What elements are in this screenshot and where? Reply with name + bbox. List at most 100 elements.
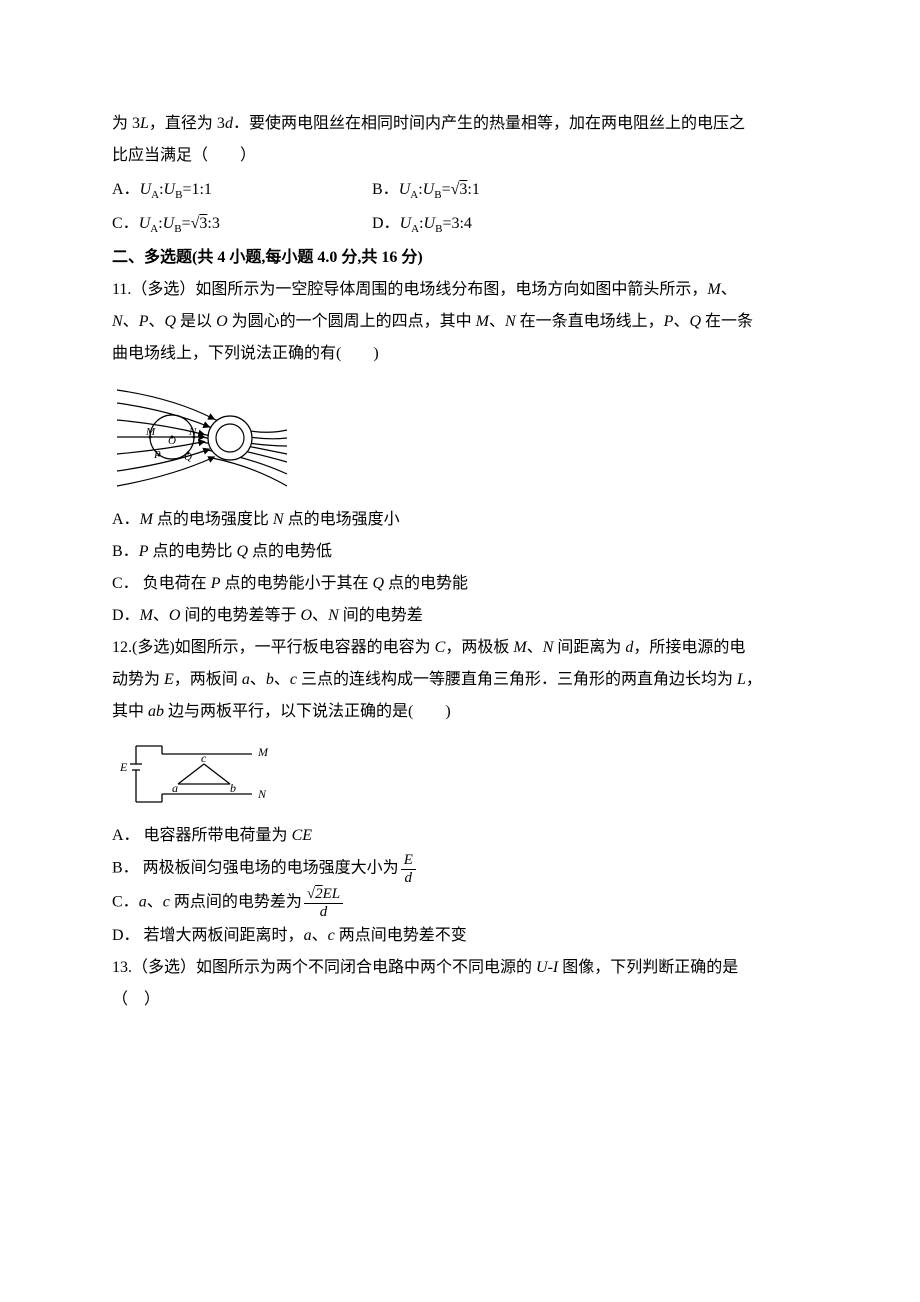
label: B． bbox=[372, 181, 399, 198]
text: 12.(多选)如图所示，一平行板电容器的电容为 bbox=[112, 639, 435, 656]
var-UI: U-I bbox=[536, 959, 558, 976]
sep: 、 bbox=[148, 313, 164, 330]
numerator: E bbox=[401, 852, 416, 870]
var-a: a bbox=[242, 671, 250, 688]
q12-line2: 动势为 E，两板间 a、b、c 三点的连线构成一等腰直角三角形．三角形的两直角边… bbox=[112, 664, 808, 696]
q13-line2: （ ） bbox=[112, 984, 808, 1016]
label-a: a bbox=[172, 781, 178, 795]
var-P: P bbox=[211, 575, 221, 592]
label: D． bbox=[372, 215, 400, 232]
var-O: O bbox=[300, 607, 312, 624]
var-U: U bbox=[399, 181, 411, 198]
text: 在一条 bbox=[701, 313, 753, 330]
q10-choices-row1: A．UA:UB=1:1 B．UA:UB=√3:1 bbox=[112, 174, 808, 206]
q11-figure: M N O P Q bbox=[112, 378, 808, 496]
q11-line1: 11.（多选）如图所示为一空腔导体周围的电场线分布图，电场方向如图中箭头所示，M… bbox=[112, 274, 808, 306]
fraction: Ed bbox=[401, 852, 416, 886]
var-c: c bbox=[163, 894, 170, 911]
text: 点的电场强度小 bbox=[284, 511, 400, 528]
text: ，所接电源的电 bbox=[633, 639, 745, 656]
var-P: P bbox=[139, 313, 149, 330]
label: B． 两极板间匀强电场的电场强度大小为 bbox=[112, 860, 399, 877]
text: 13.（多选）如图所示为两个不同闭合电路中两个不同电源的 bbox=[112, 959, 536, 976]
var-L: L bbox=[140, 115, 149, 132]
q11-optD: D．M、O 间的电势差等于 O、N 间的电势差 bbox=[112, 600, 808, 632]
sep: 、 bbox=[527, 639, 543, 656]
var-U: U bbox=[424, 215, 436, 232]
text: 为 3 bbox=[112, 115, 140, 132]
label-b: b bbox=[230, 781, 236, 795]
eq: :1 bbox=[467, 181, 479, 198]
q11-optB: B．P 点的电势比 Q 点的电势低 bbox=[112, 536, 808, 568]
sep: 、 bbox=[147, 894, 163, 911]
text: 间的电势差 bbox=[339, 607, 423, 624]
var-M: M bbox=[140, 511, 153, 528]
text: 点的电势能小于其在 bbox=[220, 575, 372, 592]
label: B． bbox=[112, 543, 139, 560]
sep: 、 bbox=[489, 313, 505, 330]
sub-B: B bbox=[434, 189, 441, 201]
q12-optC: C．a、c 两点间的电势差为√2ELd bbox=[112, 886, 808, 920]
sep: 、 bbox=[673, 313, 689, 330]
eq: = bbox=[442, 181, 451, 198]
var-N: N bbox=[505, 313, 516, 330]
text: 间的电势差等于 bbox=[180, 607, 300, 624]
text: ，两板间 bbox=[174, 671, 242, 688]
q11-line2: N、P、Q 是以 O 为圆心的一个圆周上的四点，其中 M、N 在一条直电场线上，… bbox=[112, 306, 808, 338]
text: 点的电势能 bbox=[384, 575, 468, 592]
var-d: d bbox=[225, 115, 233, 132]
var-N: N bbox=[112, 313, 123, 330]
var-O: O bbox=[169, 607, 181, 624]
var-a: a bbox=[304, 927, 312, 944]
var-Q: Q bbox=[689, 313, 701, 330]
expr: CE bbox=[292, 827, 312, 844]
q10-choice-A: A．UA:UB=1:1 bbox=[112, 174, 372, 206]
q12-line3: 其中 ab 边与两板平行，以下说法正确的是( ) bbox=[112, 696, 808, 728]
var-U: U bbox=[423, 181, 435, 198]
text: 其中 bbox=[112, 703, 148, 720]
eq: =3:4 bbox=[442, 215, 471, 232]
text: ，两极板 bbox=[445, 639, 513, 656]
sep: 、 bbox=[123, 313, 139, 330]
sep: 、 bbox=[153, 607, 169, 624]
var-P: P bbox=[664, 313, 674, 330]
var-M: M bbox=[513, 639, 526, 656]
q11-optC: C． 负电荷在 P 点的电势能小于其在 Q 点的电势能 bbox=[112, 568, 808, 600]
var-L: L bbox=[737, 671, 746, 688]
label-E: E bbox=[119, 760, 128, 774]
sub-A: A bbox=[411, 223, 419, 235]
var-U: U bbox=[140, 181, 152, 198]
text: 为圆心的一个圆周上的四点，其中 bbox=[228, 313, 476, 330]
q10-choice-B: B．UA:UB=√3:1 bbox=[372, 174, 632, 206]
eq: :3 bbox=[207, 215, 219, 232]
denominator: d bbox=[401, 870, 416, 887]
text: 两点间的电势差为 bbox=[170, 894, 302, 911]
var-C: C bbox=[435, 639, 446, 656]
q12-optD: D． 若增大两板间距离时，a、c 两点间电势差不变 bbox=[112, 920, 808, 952]
var-N: N bbox=[543, 639, 554, 656]
label-N: N bbox=[257, 787, 267, 801]
q10-tail-line1: 为 3L，直径为 3d．要使两电阻丝在相同时间内产生的热量相等，加在两电阻丝上的… bbox=[112, 108, 808, 140]
q10-choice-C: C．UA:UB=√3:3 bbox=[112, 208, 372, 240]
var-P: P bbox=[139, 543, 149, 560]
sep: 、 bbox=[250, 671, 266, 688]
label: A． 电容器所带电荷量为 bbox=[112, 827, 292, 844]
text: ， bbox=[746, 671, 762, 688]
text: 是以 bbox=[176, 313, 216, 330]
expr: EL bbox=[323, 886, 341, 902]
q12-circuit-svg: E M N a b c bbox=[112, 736, 282, 812]
label: A． bbox=[112, 511, 140, 528]
eq: = bbox=[182, 215, 191, 232]
var-c: c bbox=[328, 927, 335, 944]
var-a: a bbox=[139, 894, 147, 911]
label-M: M bbox=[257, 745, 269, 759]
var-U: U bbox=[400, 215, 412, 232]
var-U: U bbox=[139, 215, 151, 232]
sep: 、 bbox=[274, 671, 290, 688]
text: 11.（多选）如图所示为一空腔导体周围的电场线分布图，电场方向如图中箭头所示， bbox=[112, 281, 707, 298]
label: A． bbox=[112, 181, 140, 198]
sub-B: B bbox=[174, 223, 181, 235]
text: 两点间电势差不变 bbox=[335, 927, 467, 944]
text: 间距离为 bbox=[553, 639, 625, 656]
denominator: d bbox=[304, 904, 343, 921]
